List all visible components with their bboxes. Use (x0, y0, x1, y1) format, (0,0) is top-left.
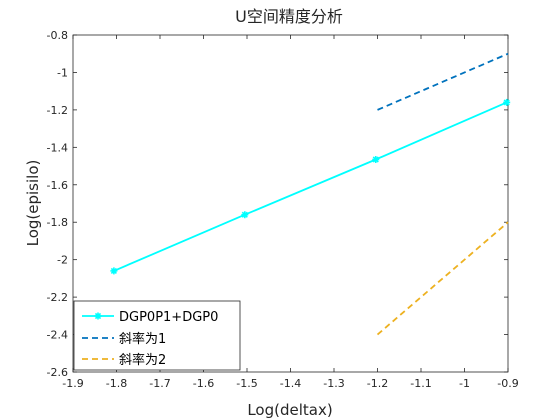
series-line (113, 101, 508, 272)
x-tick-label: -1.9 (62, 377, 83, 390)
legend-box (73, 300, 241, 371)
data-point-marker (503, 98, 511, 106)
series-line (376, 221, 509, 336)
y-tick-label: -2.4 (47, 329, 68, 342)
x-tick-label: -1.2 (367, 377, 388, 390)
y-tick-label: -1.4 (47, 141, 68, 154)
y-tick-label: -0.8 (47, 29, 68, 42)
series-layer (110, 52, 511, 336)
data-point-marker (110, 267, 118, 275)
x-tick-label: -1.6 (193, 377, 214, 390)
legend-label: DGP0P1+DGP0 (119, 310, 218, 325)
chart-title: U空间精度分析 (235, 7, 343, 26)
y-tick-label: -2.6 (47, 366, 68, 379)
x-tick-label: -1.8 (106, 377, 127, 390)
legend: DGP0P1+DGP0 斜率为1 斜率为2 (73, 300, 241, 371)
data-point-marker (241, 211, 249, 219)
x-tick-label: -1.4 (280, 377, 301, 390)
series-line (377, 52, 509, 111)
y-tick-label: -1.2 (47, 104, 68, 117)
y-tick-label: -1.6 (47, 179, 68, 192)
legend-label: 斜率为1 (119, 331, 166, 347)
x-tick-label: -1.3 (323, 377, 344, 390)
y-tick-label: -1 (57, 66, 68, 79)
x-tick-label: -1 (459, 377, 470, 390)
x-axis-label: Log(deltax) (247, 401, 332, 419)
x-axis: -1.9 -1.8 -1.7 -1.6 -1.5 -1.4 -1.3 -1.2 -1.1 -1 -0… (62, 35, 519, 390)
data-point-marker (372, 156, 380, 164)
y-axis: -2.6 -2.4 -2.2 -2 -1.8 -1.6 -1.4 -1.2 -1 -0.8 (47, 29, 508, 379)
x-tick-label: -0.9 (497, 377, 518, 390)
x-tick-label: -1.7 (149, 377, 170, 390)
y-axis-label: Log(episilo) (24, 160, 42, 247)
y-tick-label: -2.2 (47, 291, 68, 304)
x-tick-label: -1.1 (410, 377, 431, 390)
data-point-marker (94, 312, 102, 320)
y-tick-label: -1.8 (47, 216, 68, 229)
y-tick-label: -2 (57, 254, 68, 267)
x-tick-label: -1.5 (236, 377, 257, 390)
legend-label: 斜率为2 (119, 352, 166, 368)
